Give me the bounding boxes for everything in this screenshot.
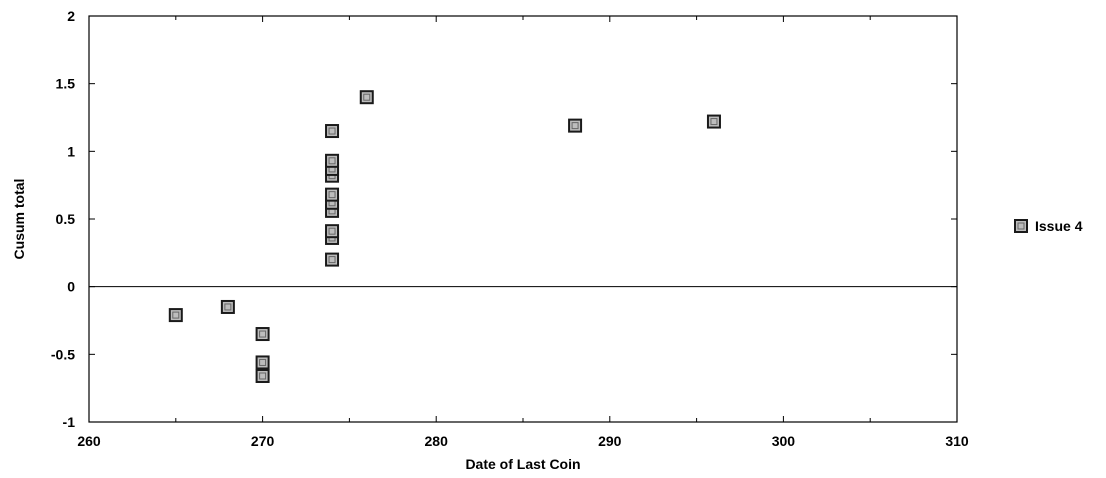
x-tick-label: 310: [945, 433, 969, 449]
data-point: [168, 308, 183, 323]
data-point: [220, 299, 235, 314]
data-point: [255, 327, 270, 342]
y-axis-title: Cusum total: [11, 179, 27, 260]
legend: Issue 4: [1014, 218, 1083, 234]
x-axis-title: Date of Last Coin: [465, 456, 580, 472]
data-point: [325, 224, 340, 239]
data-point: [255, 355, 270, 370]
data-point: [325, 124, 340, 139]
x-tick-label: 260: [77, 433, 101, 449]
y-tick-label: -1: [63, 414, 76, 430]
y-tick-label: 2: [67, 8, 75, 24]
x-tick-label: 270: [251, 433, 275, 449]
y-axis-ticks: 2 1.5 1 0.5 0 -0.5 -1: [51, 8, 957, 430]
data-points: [168, 90, 721, 383]
y-tick-label: -0.5: [51, 346, 75, 362]
legend-marker: [1014, 219, 1028, 233]
y-tick-label: 0: [67, 279, 75, 295]
data-point: [706, 114, 721, 129]
y-tick-label: 0.5: [56, 211, 76, 227]
y-tick-label: 1: [67, 143, 75, 159]
legend-label-issue-4: Issue 4: [1035, 218, 1083, 234]
data-point: [359, 90, 374, 105]
x-tick-label: 290: [598, 433, 622, 449]
data-point: [325, 153, 340, 168]
data-point: [255, 368, 270, 383]
data-point: [325, 187, 340, 202]
y-tick-label: 1.5: [56, 76, 76, 92]
x-axis-ticks: 260 270 280 290 300 310: [77, 16, 969, 449]
x-tick-label: 300: [772, 433, 796, 449]
x-tick-label: 280: [425, 433, 449, 449]
data-point: [568, 118, 583, 133]
plot-area: [88, 15, 958, 423]
data-point: [325, 252, 340, 267]
